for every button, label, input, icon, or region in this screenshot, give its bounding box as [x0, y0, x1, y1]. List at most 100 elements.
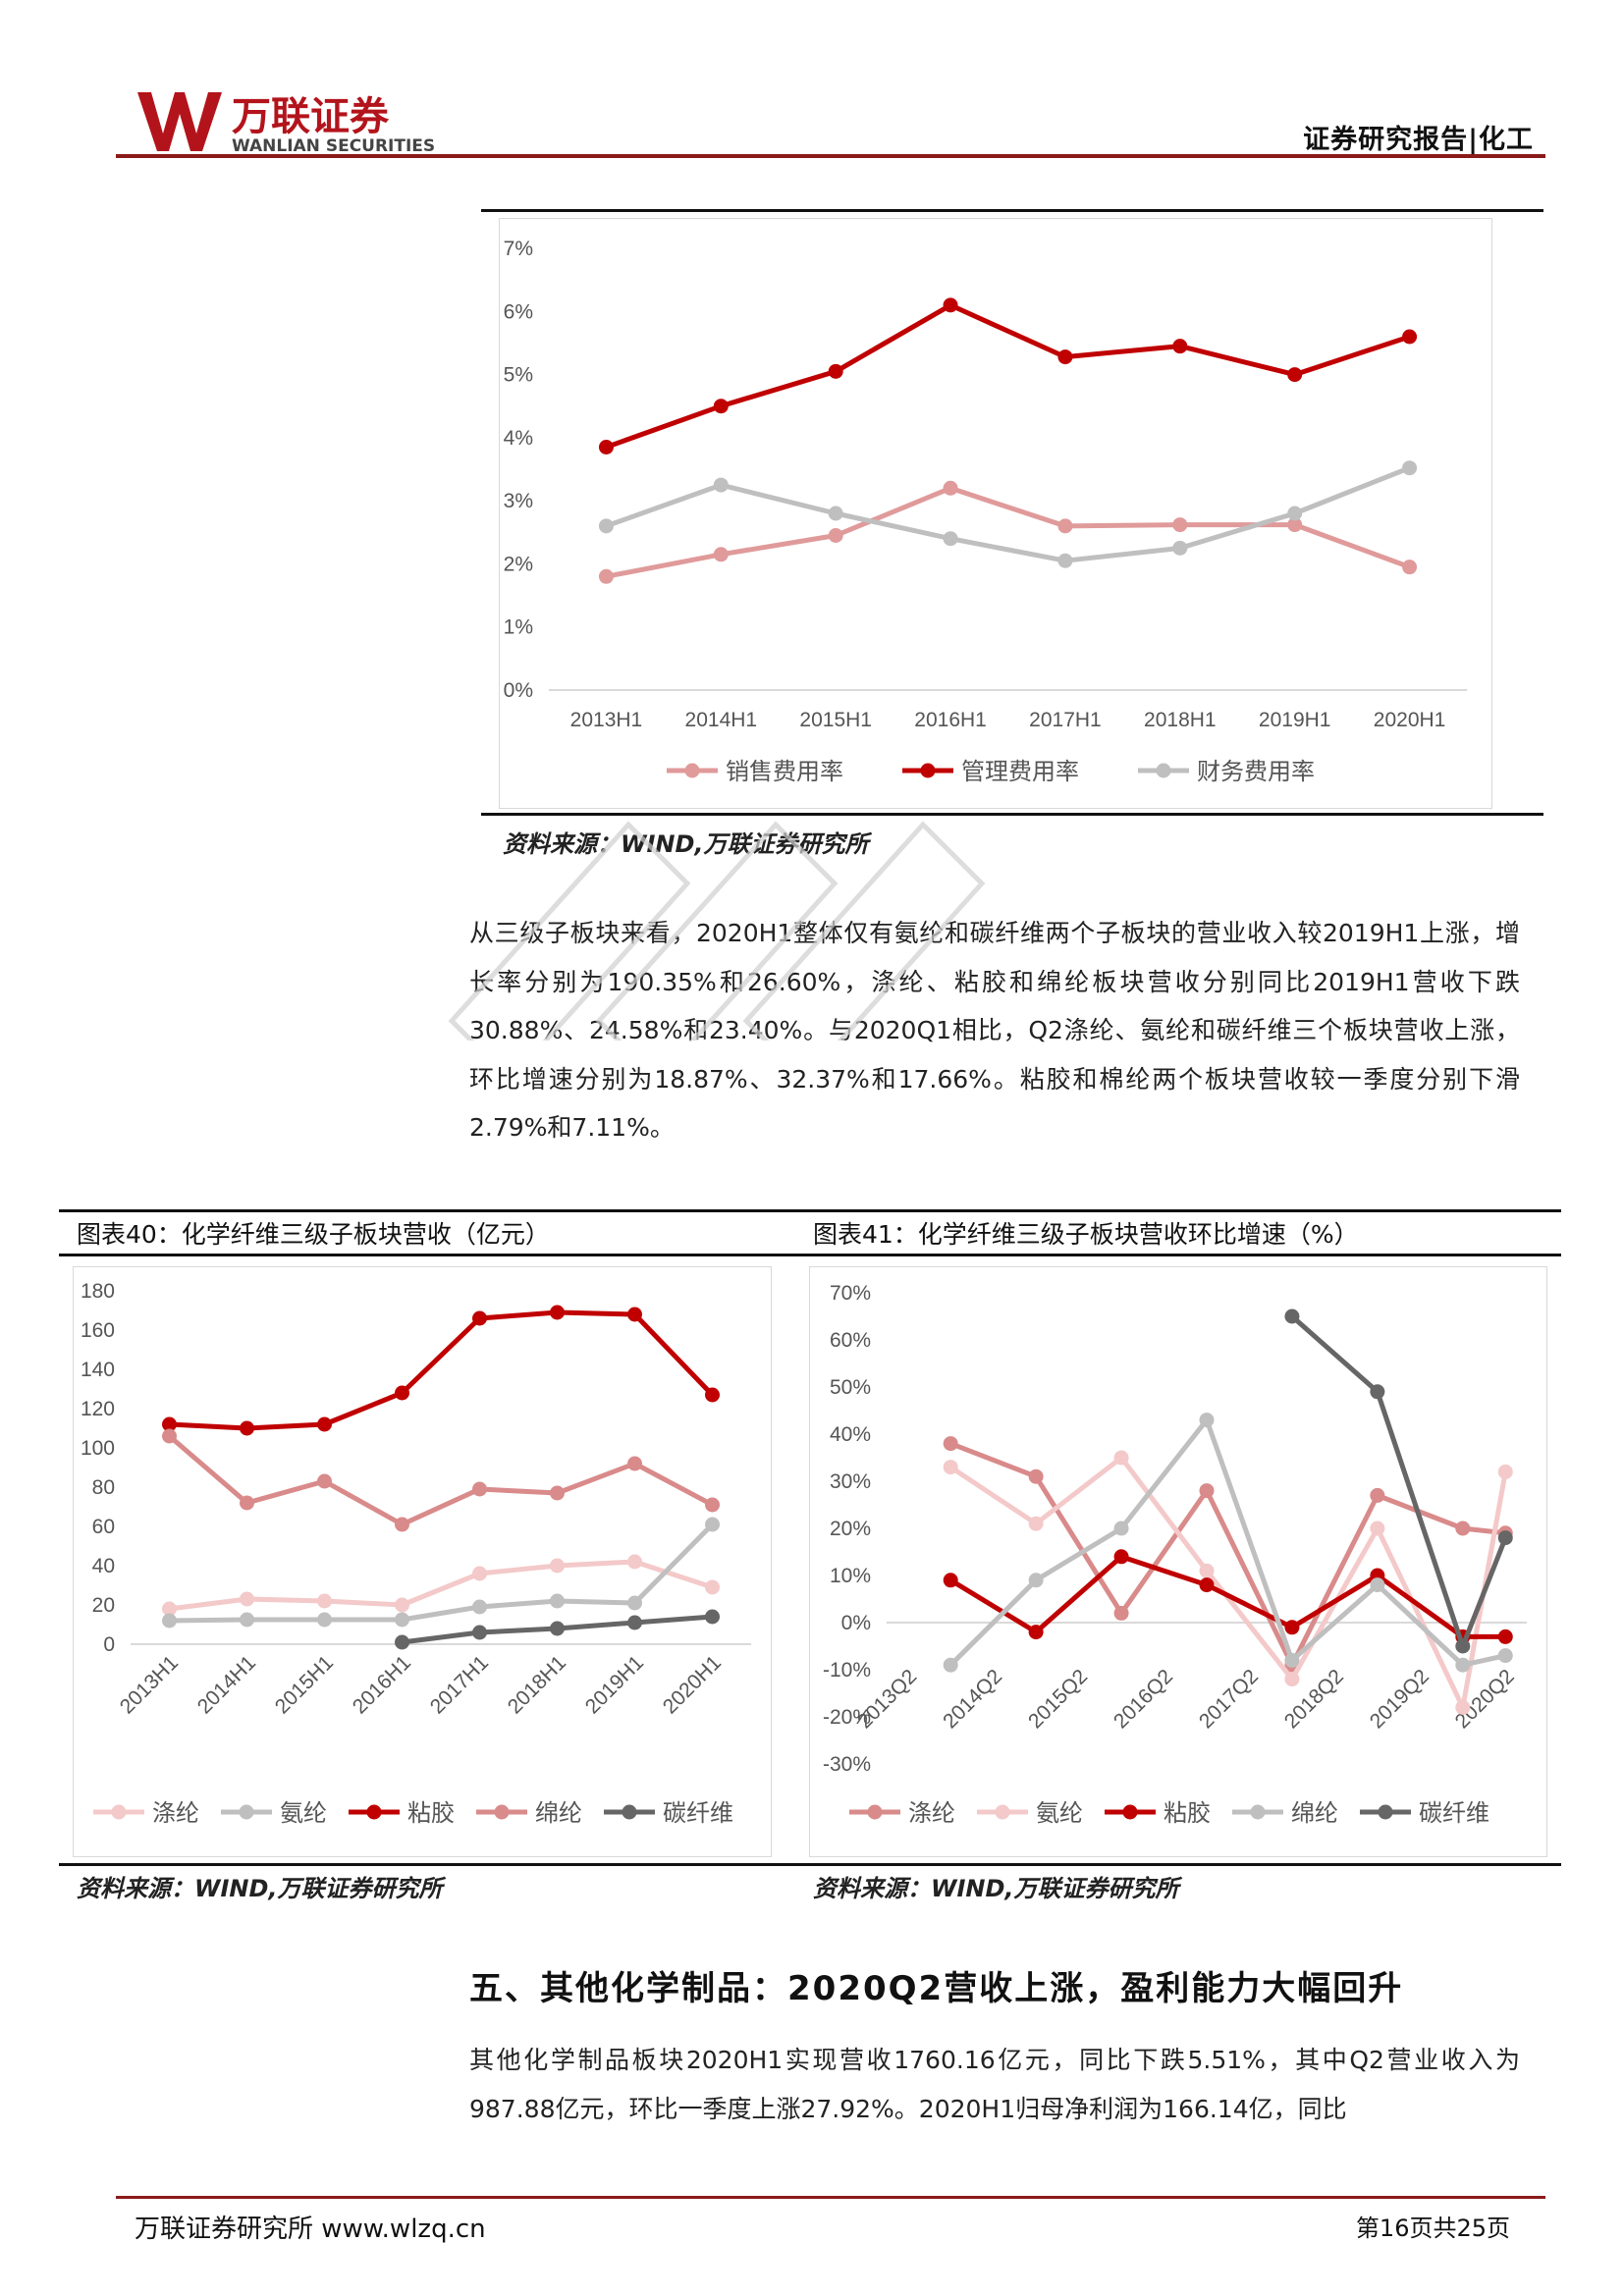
series-line-0 [605, 485, 1411, 579]
footer-rule [116, 2196, 1545, 2199]
series-line-3 [948, 1417, 1506, 1668]
data-point [395, 1597, 409, 1613]
data-point [550, 1558, 565, 1574]
figures-bottom-rule [59, 1863, 1561, 1866]
data-point [395, 1517, 409, 1532]
y-tick-label: -30% [823, 1753, 871, 1776]
chart3-qoq-growth: -30% -20% -10% 0% 10% 20% 30% 40% 50% 60% 70% 2013Q… [809, 1266, 1547, 1857]
data-point [1172, 517, 1188, 533]
chart3-source: 资料来源：WIND,万联证券研究所 [813, 1875, 1179, 1902]
x-tick-label: 2017Q2 [1195, 1665, 1263, 1733]
data-point [598, 440, 614, 454]
legend-marker [111, 1804, 127, 1820]
series-line-3 [167, 1434, 714, 1527]
series-line-2 [605, 465, 1411, 563]
data-point [943, 1657, 958, 1673]
y-tick-label: 5% [504, 364, 533, 387]
x-tick-label: 2017H1 [426, 1651, 493, 1718]
y-tick-label: 120 [81, 1398, 115, 1420]
data-point [1284, 1672, 1300, 1687]
y-tick-label: 20% [830, 1518, 871, 1540]
data-point [472, 1566, 487, 1581]
section-heading: 五、其他化学制品：2020Q2营收上涨，盈利能力大幅回升 [469, 1969, 1404, 2008]
data-point [705, 1579, 720, 1595]
legend-label: 碳纤维 [1419, 1799, 1489, 1827]
data-point [1199, 1413, 1215, 1428]
data-point [713, 547, 729, 562]
data-point [472, 1481, 487, 1497]
data-point [828, 506, 843, 521]
chart1-bottom-rule [481, 813, 1543, 816]
y-tick-label: 160 [81, 1319, 115, 1342]
chart1-top-rule [481, 209, 1543, 212]
legend-label: 绵纶 [535, 1799, 582, 1827]
legend-marker [920, 763, 936, 778]
x-tick-label: 2016H1 [914, 709, 987, 731]
chart1-source: 资料来源：WIND,万联证券研究所 [503, 830, 869, 858]
data-point [705, 1497, 720, 1513]
data-point [1370, 1384, 1385, 1400]
data-point [162, 1601, 177, 1617]
logo-en-text: WANLIAN SECURITIES [232, 136, 435, 156]
data-point [713, 477, 729, 493]
data-point [472, 1310, 487, 1326]
x-tick-label: 2020H1 [659, 1651, 726, 1718]
x-tick-label: 2014H1 [193, 1651, 260, 1718]
data-point [550, 1621, 565, 1636]
figures-title-rule [59, 1254, 1561, 1256]
report-type: 证券研究报告|化工 [1303, 125, 1534, 155]
legend-marker [684, 763, 700, 778]
data-point [943, 1573, 958, 1588]
legend-marker [1122, 1804, 1138, 1820]
x-tick-label: 2019H1 [1259, 709, 1331, 731]
y-tick-label: 140 [81, 1359, 115, 1381]
x-tick-label: 2017H1 [1029, 709, 1102, 731]
data-point [317, 1593, 332, 1609]
logo-cn-text: 万联证券 [232, 94, 390, 139]
data-point [1497, 1530, 1513, 1546]
data-point [317, 1416, 332, 1432]
chart2-title: 图表40：化学纤维三级子板块营收（亿元） [77, 1220, 550, 1249]
x-tick-label: 2014H1 [685, 709, 758, 731]
data-point [1199, 1483, 1215, 1499]
data-point [713, 399, 729, 414]
data-point [1028, 1573, 1044, 1588]
x-tick-label: 2016H1 [349, 1651, 415, 1718]
data-point [1113, 1549, 1129, 1565]
data-point [705, 1609, 720, 1625]
data-point [1287, 367, 1303, 383]
data-point [1455, 1521, 1471, 1536]
y-tick-label: 40 [92, 1555, 115, 1577]
data-point [317, 1612, 332, 1628]
company-logo: 万联证券 WANLIAN SECURITIES [137, 86, 471, 157]
data-point [240, 1420, 254, 1436]
header-rule [116, 154, 1545, 158]
data-point [1497, 1464, 1513, 1479]
legend-marker [239, 1804, 254, 1820]
data-point [1455, 1699, 1471, 1715]
x-tick-label: 2015H1 [799, 709, 872, 731]
data-point [1402, 560, 1418, 575]
series-line-1 [605, 302, 1411, 450]
series-line-2 [948, 1554, 1506, 1639]
legend-label: 涤纶 [908, 1799, 955, 1827]
data-point [1284, 1620, 1300, 1635]
legend-label: 销售费用率 [726, 758, 843, 785]
data-point [627, 1456, 642, 1471]
page-number: 第16页共25页 [1355, 2215, 1510, 2242]
data-point [1113, 1605, 1129, 1621]
data-point [1199, 1563, 1215, 1578]
logo-w-icon: 万联证券 WANLIAN SECURITIES [137, 92, 435, 156]
legend-label: 涤纶 [152, 1799, 199, 1827]
data-point [1284, 1652, 1300, 1668]
y-tick-label: 3% [504, 490, 533, 512]
data-point [627, 1615, 642, 1630]
data-point [943, 1460, 958, 1475]
data-point [1028, 1468, 1044, 1484]
y-tick-label: 0 [103, 1633, 115, 1656]
series-line-2 [169, 1309, 715, 1431]
data-point [627, 1307, 642, 1322]
data-point [1113, 1450, 1129, 1466]
data-point [1057, 553, 1073, 568]
x-tick-label: 2014Q2 [939, 1665, 1006, 1733]
